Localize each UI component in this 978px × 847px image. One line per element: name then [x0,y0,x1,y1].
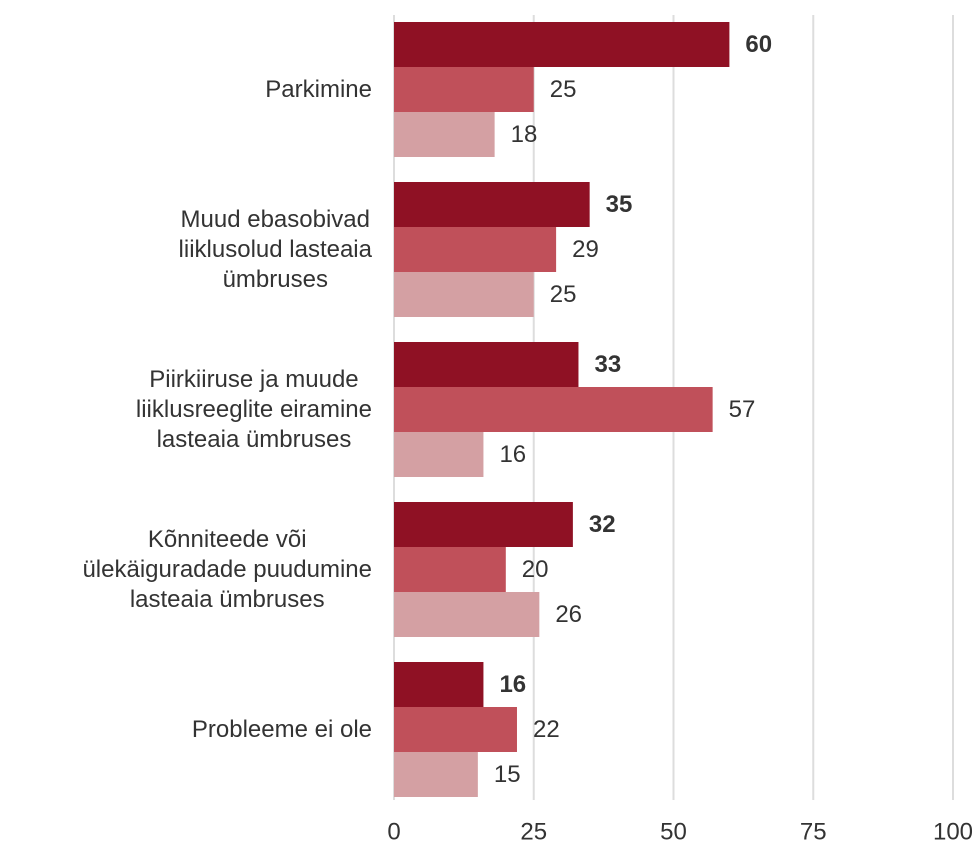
category-text: Probleeme ei ole [191,715,372,743]
value-label: 26 [555,601,582,628]
bar [394,182,590,227]
x-tick-label: 75 [800,818,827,845]
bar [394,592,540,637]
bar [394,752,478,797]
value-label: 20 [522,556,549,583]
value-label: 29 [572,236,599,263]
value-label: 15 [494,761,521,788]
value-label: 16 [499,671,526,698]
value-label: 25 [550,76,577,103]
value-label: 16 [499,441,526,468]
x-tick-label: 100 [933,818,973,845]
category-label: Parkimine [265,75,372,105]
value-label: 57 [729,396,756,423]
x-tick-label: 25 [520,818,547,845]
bar [394,112,495,157]
bar [394,432,484,477]
bar [394,662,484,707]
category-label: Kõnniteede või ülekäiguradade puudumine … [82,525,372,615]
bar [394,707,517,752]
x-tick-label: 0 [387,818,400,845]
category-text: Kõnniteede või ülekäiguradade puudumine … [82,525,372,613]
category-text: Muud ebasobivad liiklusolud lasteaia ümb… [178,205,372,293]
category-text: Piirkiiruse ja muude liiklusreeglite eir… [135,365,372,453]
bar [394,272,534,317]
bar [394,227,557,272]
value-label: 32 [589,511,616,538]
bar [394,387,713,432]
category-label: Muud ebasobivad liiklusolud lasteaia ümb… [179,205,372,295]
bar [394,22,730,67]
value-label: 33 [594,351,621,378]
value-label: 25 [550,281,577,308]
value-label: 18 [511,121,538,148]
bar [394,502,573,547]
category-label: Probleeme ei ole [192,715,372,745]
value-label: 35 [606,191,633,218]
category-label: Piirkiiruse ja muude liiklusreeglite eir… [136,365,372,455]
bar [394,342,579,387]
value-label: 22 [533,716,560,743]
bar [394,547,506,592]
x-tick-label: 50 [660,818,687,845]
value-label: 60 [745,31,772,58]
category-text: Parkimine [265,75,372,103]
bar [394,67,534,112]
